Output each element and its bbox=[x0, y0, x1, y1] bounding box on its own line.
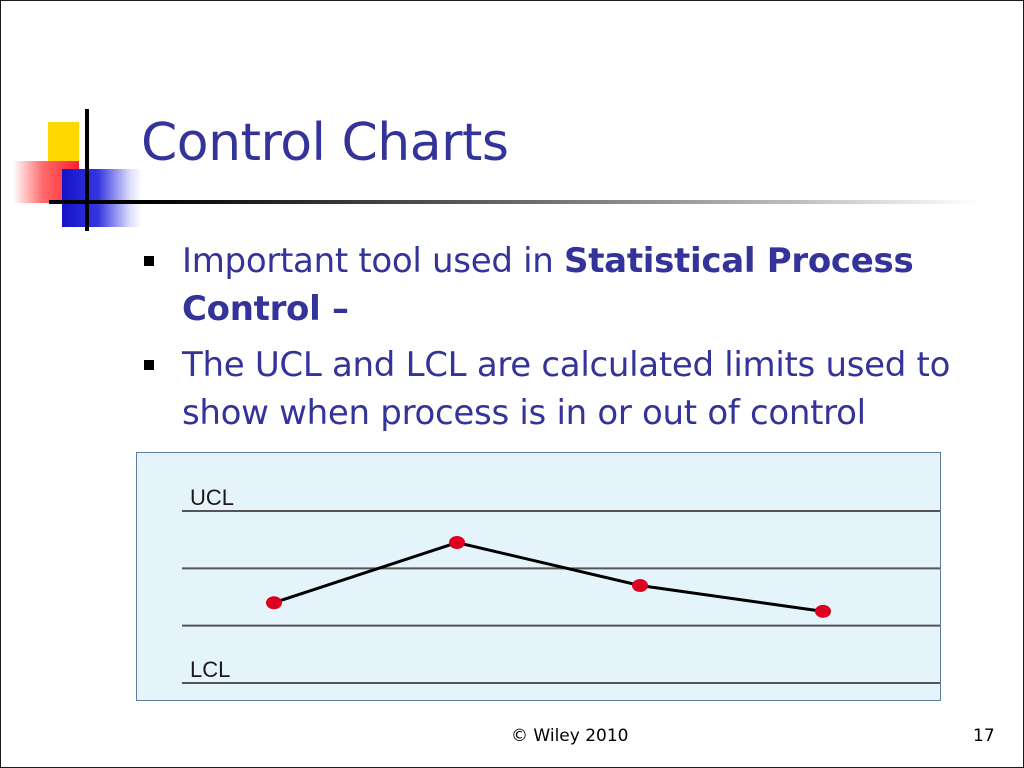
decorative-vertical-line bbox=[85, 109, 89, 231]
bullet-item: The UCL and LCL are calculated limits us… bbox=[144, 341, 1004, 437]
slide-title: Control Charts bbox=[141, 113, 509, 173]
page-number: 17 bbox=[973, 726, 995, 746]
bullet-text: The UCL and LCL are calculated limits us… bbox=[182, 345, 951, 433]
control-chart: UCL LCL bbox=[136, 452, 941, 701]
data-point bbox=[449, 536, 465, 550]
bullet-list: Important tool used in Statistical Proce… bbox=[144, 237, 1004, 445]
bullet-square-icon bbox=[144, 360, 154, 370]
bullet-bold-text: Statistical Process Control bbox=[182, 241, 914, 329]
data-point bbox=[266, 596, 282, 610]
decorative-blue-square bbox=[62, 169, 142, 227]
control-chart-svg: UCL LCL bbox=[182, 485, 940, 684]
limit-label-lcl: LCL bbox=[190, 657, 230, 682]
title-underline bbox=[49, 200, 979, 204]
bullet-tail: – bbox=[320, 289, 349, 329]
footer-copyright: © Wiley 2010 bbox=[511, 726, 629, 746]
bullet-item: Important tool used in Statistical Proce… bbox=[144, 237, 1004, 333]
data-point bbox=[815, 604, 831, 618]
bullet-text: Important tool used in bbox=[182, 241, 565, 281]
bullet-square-icon bbox=[144, 256, 154, 266]
limit-label-ucl: UCL bbox=[190, 485, 234, 510]
data-point bbox=[632, 579, 648, 593]
data-line bbox=[273, 540, 824, 613]
